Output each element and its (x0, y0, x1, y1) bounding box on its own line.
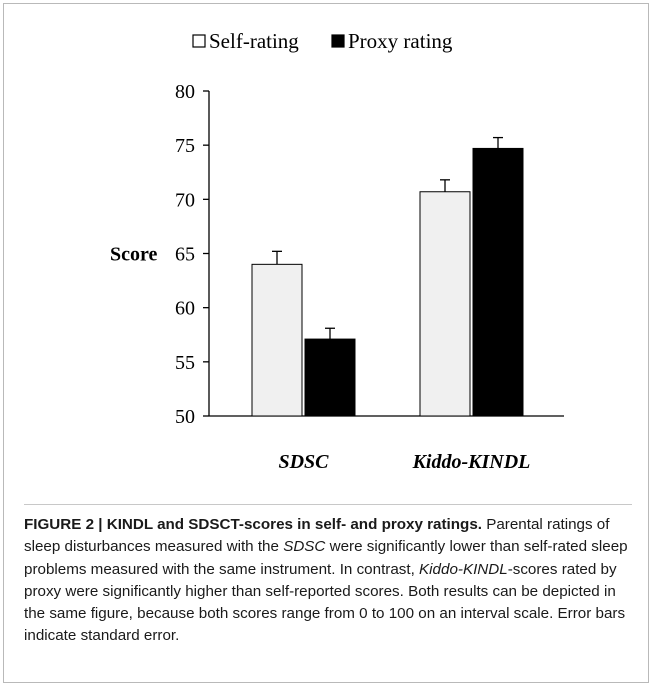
caption-lead: FIGURE 2 | KINDL and SDSCT-scores in sel… (24, 516, 482, 533)
bar (419, 191, 471, 417)
y-tick-label: 75 (175, 135, 195, 157)
caption-text-2: were significantly lower than self-rated… (24, 538, 628, 578)
y-tick-label: 50 (175, 406, 195, 428)
bar (251, 263, 303, 417)
caption-text-1: Parental ratings of sleep disturbances m… (24, 516, 610, 556)
y-tick-label: 60 (175, 298, 195, 320)
category-label: Kiddo-KINDL (412, 451, 531, 473)
bar-chart: 50 55 60 65 70 75 80 Score SDSC Kiddo-KINDL Self-r… (110, 29, 564, 473)
figure-panel: 50 55 60 65 70 75 80 Score SDSC Kiddo-KINDL Self-r… (3, 3, 649, 683)
bar (304, 338, 356, 417)
caption-text-3: -scores rated by proxy were significantl… (24, 560, 626, 645)
y-tick-label: 80 (175, 81, 195, 103)
legend-label-proxy: Proxy rating (348, 29, 453, 53)
y-axis-label: Score (110, 244, 158, 266)
legend-swatch-self (192, 34, 206, 48)
category-label: SDSC (278, 451, 329, 473)
caption-italic-1: SDSC (283, 538, 326, 556)
caption-italic-2: Kiddo-KINDL (419, 560, 508, 578)
figure-caption: FIGURE 2 | KINDL and SDSCT-scores in sel… (24, 514, 636, 648)
y-tick-label: 65 (175, 244, 195, 266)
legend-swatch-proxy (331, 34, 345, 48)
bar (472, 147, 524, 417)
caption-divider (24, 504, 632, 505)
legend-label-self: Self-rating (209, 29, 299, 53)
y-tick-label: 70 (175, 189, 195, 211)
y-tick-label: 55 (175, 352, 195, 374)
